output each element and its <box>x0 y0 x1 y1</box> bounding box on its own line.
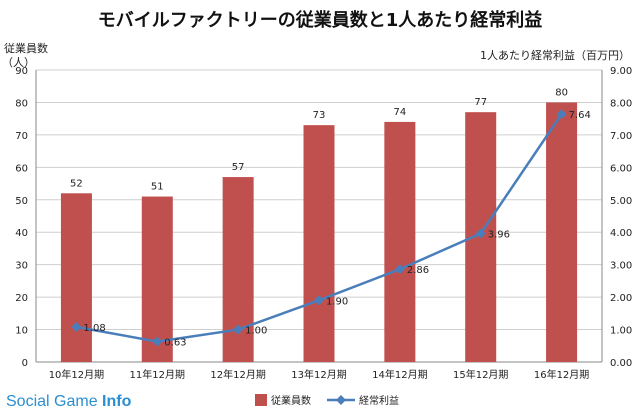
x-tick-label: 15年12月期 <box>453 368 508 381</box>
left-tick-label: 20 <box>15 293 28 304</box>
line-point <box>233 324 244 335</box>
x-tick-label: 11年12月期 <box>130 368 185 381</box>
right-tick-label: 2.00 <box>610 293 632 304</box>
left-tick-label: 50 <box>15 196 28 207</box>
bar-value-label: 77 <box>474 97 487 108</box>
legend-label-line: 経常利益 <box>359 394 399 407</box>
left-tick-label: 0 <box>22 358 28 369</box>
left-tick-label: 90 <box>15 66 28 77</box>
left-tick-label: 60 <box>15 163 28 174</box>
left-tick-label: 10 <box>15 326 28 337</box>
right-tick-label: 0.00 <box>610 358 632 369</box>
right-tick-label: 8.00 <box>610 98 632 109</box>
line-point <box>394 264 405 275</box>
x-tick-label: 16年12月期 <box>534 368 589 381</box>
bar-value-label: 57 <box>232 162 245 173</box>
x-tick-label: 10年12月期 <box>49 368 104 381</box>
legend-marker-line <box>336 395 346 405</box>
bar-value-label: 51 <box>151 182 164 193</box>
x-tick-label: 14年12月期 <box>372 368 427 381</box>
line-value-label: 1.00 <box>245 326 267 337</box>
right-axis-label: 1人あたり経常利益（百万円） <box>480 49 630 62</box>
line-point <box>152 336 163 347</box>
left-tick-label: 40 <box>15 228 28 239</box>
x-tick-label: 13年12月期 <box>291 368 346 381</box>
right-tick-label: 5.00 <box>610 196 632 207</box>
left-axis-label-line2: （人） <box>2 56 35 69</box>
bar-value-label: 73 <box>313 110 326 121</box>
bar <box>303 125 335 363</box>
x-tick-label: 12年12月期 <box>210 368 265 381</box>
bar-value-label: 52 <box>70 178 83 189</box>
right-tick-label: 1.00 <box>610 326 632 337</box>
watermark-text-part2: Info <box>102 393 132 410</box>
watermark-logo: Social Game Info <box>6 393 131 411</box>
bar <box>546 102 578 362</box>
line-point <box>556 109 567 120</box>
bar-value-label: 80 <box>555 87 568 98</box>
right-tick-label: 9.00 <box>610 66 632 77</box>
chart-title: モバイルファクトリーの従業員数と1人あたり経常利益 <box>97 10 543 31</box>
line-value-label: 0.63 <box>164 338 186 349</box>
left-axis-label-line1: 従業員数 <box>4 42 48 55</box>
bar <box>141 196 173 362</box>
bar <box>384 121 416 363</box>
right-tick-label: 3.00 <box>610 261 632 272</box>
left-tick-label: 70 <box>15 131 28 142</box>
legend-label-bar: 従業員数 <box>271 394 311 407</box>
line-value-label: 1.90 <box>326 296 348 307</box>
right-tick-label: 7.00 <box>610 131 632 142</box>
bar-value-label: 74 <box>393 107 406 118</box>
legend-swatch-bar <box>255 394 267 406</box>
left-tick-label: 80 <box>15 98 28 109</box>
bar <box>60 193 92 362</box>
line-value-label: 2.86 <box>407 265 429 276</box>
line-point <box>475 228 486 239</box>
line-point <box>314 295 324 306</box>
line-value-label: 7.64 <box>569 110 591 121</box>
right-tick-label: 6.00 <box>610 163 632 174</box>
watermark-text-part1: Social Game <box>6 393 103 410</box>
left-tick-label: 30 <box>15 261 28 272</box>
right-tick-label: 4.00 <box>610 228 632 239</box>
line-value-label: 1.08 <box>83 323 105 334</box>
line-value-label: 3.96 <box>488 230 510 241</box>
